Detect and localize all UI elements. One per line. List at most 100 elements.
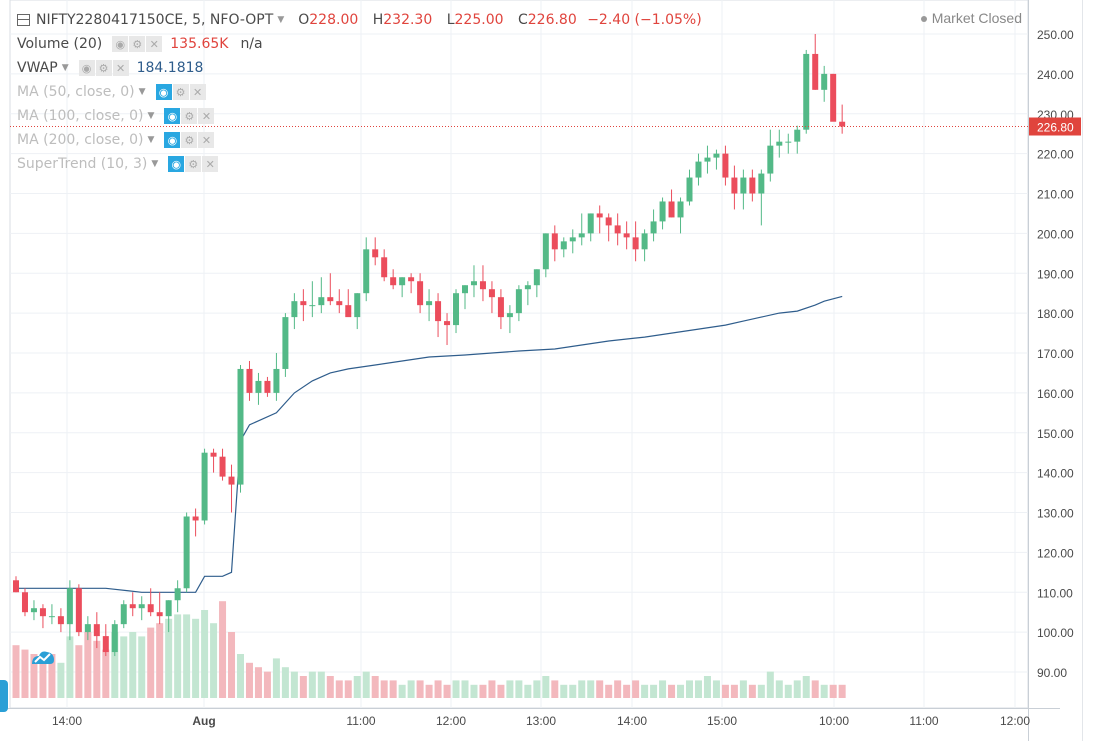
close-icon[interactable]: ✕ bbox=[112, 60, 129, 76]
open-value: 228.00 bbox=[309, 12, 359, 28]
volume-bar bbox=[524, 684, 532, 698]
volume-bar bbox=[147, 627, 155, 698]
close-icon[interactable]: ✕ bbox=[198, 132, 215, 148]
tradingview-logo-icon[interactable] bbox=[29, 646, 57, 670]
candle-body bbox=[381, 257, 388, 278]
gear-icon[interactable]: ⚙ bbox=[95, 60, 112, 76]
volume-bar bbox=[353, 676, 361, 698]
volume-bar bbox=[784, 684, 792, 698]
gear-icon[interactable]: ⚙ bbox=[129, 36, 146, 52]
axes: 250.00240.00230.00220.00210.00200.00190.… bbox=[10, 28, 1081, 728]
indicator-label[interactable]: Volume (20) bbox=[17, 36, 103, 52]
volume-bar bbox=[39, 658, 47, 698]
indicator-label[interactable]: VWAP bbox=[17, 60, 58, 76]
candle-body bbox=[776, 141, 783, 146]
chevron-down-icon[interactable]: ▼ bbox=[138, 87, 146, 97]
gear-icon[interactable]: ⚙ bbox=[185, 156, 202, 172]
close-icon[interactable]: ✕ bbox=[202, 156, 219, 172]
candle-body bbox=[488, 289, 495, 298]
volume-bar bbox=[461, 680, 469, 698]
status-dot-icon bbox=[920, 16, 927, 23]
volume-bar bbox=[12, 645, 20, 698]
candle-body bbox=[614, 225, 621, 234]
volume-bar bbox=[281, 667, 289, 698]
eye-icon[interactable]: ◉ bbox=[168, 156, 185, 172]
candle-body bbox=[749, 177, 756, 194]
candle-body bbox=[533, 269, 540, 286]
eye-icon[interactable]: ◉ bbox=[164, 132, 181, 148]
chart-type-icon[interactable] bbox=[17, 14, 30, 26]
volume-bar bbox=[425, 684, 433, 698]
symbol-label[interactable]: NIFTY2280417150CE, 5, NFO-OPT bbox=[36, 12, 274, 28]
candlesticks bbox=[13, 34, 846, 657]
volume-bar bbox=[587, 680, 595, 698]
volume-bar bbox=[362, 671, 370, 698]
candle-body bbox=[282, 317, 289, 369]
candle-body bbox=[462, 285, 468, 294]
gear-icon[interactable]: ⚙ bbox=[172, 84, 189, 100]
volume-bar bbox=[398, 684, 406, 698]
candle-body bbox=[426, 301, 433, 306]
volume-bar bbox=[452, 680, 460, 698]
chevron-down-icon[interactable]: ▼ bbox=[151, 159, 159, 169]
candle-body bbox=[632, 237, 639, 250]
price-tick-label: 190.00 bbox=[1037, 267, 1074, 281]
volume-bar bbox=[703, 676, 711, 698]
volume-bar bbox=[48, 654, 56, 698]
candle-body bbox=[57, 616, 64, 625]
candle-body bbox=[84, 624, 91, 633]
indicator-label[interactable]: MA (100, close, 0) bbox=[17, 108, 144, 124]
scroll-handle[interactable] bbox=[0, 680, 8, 712]
candle-body bbox=[542, 233, 549, 270]
indicator-label[interactable]: SuperTrend (10, 3) bbox=[17, 156, 148, 172]
chevron-down-icon[interactable]: ▼ bbox=[61, 63, 69, 73]
candle-body bbox=[803, 53, 810, 130]
indicator-value: 135.65K bbox=[170, 36, 229, 52]
candle-body bbox=[102, 636, 109, 653]
close-icon[interactable]: ✕ bbox=[189, 84, 206, 100]
candle-body bbox=[75, 588, 82, 633]
gear-icon[interactable]: ⚙ bbox=[181, 108, 198, 124]
candle-body bbox=[623, 233, 630, 238]
candle-body bbox=[210, 452, 217, 457]
volume-bar bbox=[650, 684, 658, 698]
volume-bar bbox=[677, 684, 685, 698]
chevron-down-icon[interactable]: ▼ bbox=[277, 15, 285, 25]
high-value: 232.30 bbox=[383, 12, 433, 28]
indicator-label[interactable]: MA (200, close, 0) bbox=[17, 132, 144, 148]
volume-bar bbox=[811, 680, 819, 698]
eye-icon[interactable]: ◉ bbox=[155, 84, 172, 100]
volume-bar bbox=[84, 632, 92, 698]
indicator-controls: ◉ ⚙ ✕ bbox=[168, 156, 219, 172]
open-key: O bbox=[298, 12, 310, 28]
eye-icon[interactable]: ◉ bbox=[78, 60, 95, 76]
candle-body bbox=[722, 153, 729, 178]
close-icon[interactable]: ✕ bbox=[146, 36, 163, 52]
chevron-down-icon[interactable]: ▼ bbox=[147, 135, 155, 145]
volume-bar bbox=[694, 680, 702, 698]
indicator-controls: ◉ ⚙ ✕ bbox=[78, 60, 129, 76]
volume-bar bbox=[138, 636, 146, 698]
low-key: L bbox=[446, 12, 455, 28]
candle-body bbox=[479, 281, 486, 290]
volume-bar bbox=[802, 676, 810, 698]
eye-icon[interactable]: ◉ bbox=[164, 108, 181, 124]
candle-body bbox=[93, 624, 100, 637]
gear-icon[interactable]: ⚙ bbox=[181, 132, 198, 148]
eye-icon[interactable]: ◉ bbox=[112, 36, 129, 52]
market-status-label: Market Closed bbox=[931, 10, 1022, 26]
volume-bar bbox=[75, 645, 83, 698]
chevron-down-icon[interactable]: ▼ bbox=[147, 111, 155, 121]
candle-body bbox=[336, 301, 343, 306]
volume-bar bbox=[641, 684, 649, 698]
candle-body bbox=[587, 213, 594, 234]
indicator-row-vwap: VWAP ▼ ◉ ⚙ ✕ 184.1818 bbox=[17, 56, 702, 80]
close-icon[interactable]: ✕ bbox=[198, 108, 215, 124]
volume-bar bbox=[129, 632, 137, 698]
volume-bar bbox=[829, 684, 837, 698]
volume-bar bbox=[380, 680, 388, 698]
time-tick-label: 13:00 bbox=[526, 714, 556, 728]
indicator-value: 184.1818 bbox=[136, 60, 204, 76]
indicator-label[interactable]: MA (50, close, 0) bbox=[17, 84, 135, 100]
